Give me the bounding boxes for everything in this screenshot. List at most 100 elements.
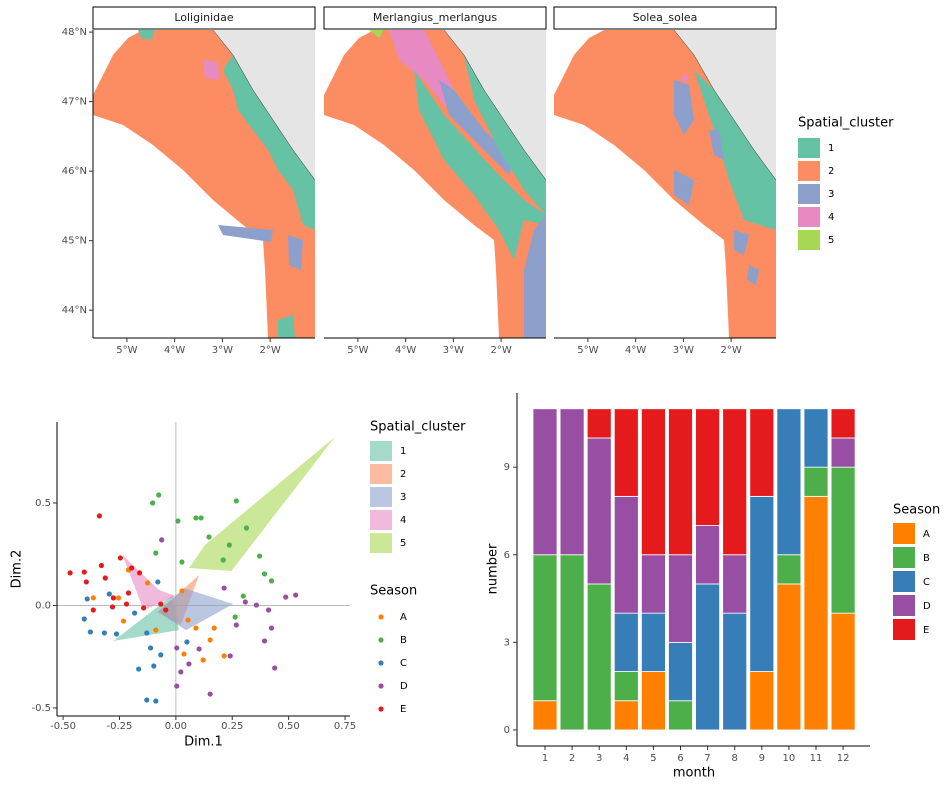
land — [444, 30, 546, 180]
cluster-region — [414, 70, 546, 260]
cluster-hull — [157, 588, 234, 631]
legend-point — [378, 637, 384, 643]
legend-swatch — [370, 533, 392, 553]
x-tick-label: 0.25 — [221, 721, 243, 732]
x-tick-label: -0.50 — [50, 721, 76, 732]
bar-segment — [586, 583, 612, 731]
point — [136, 666, 142, 672]
x-axis-title: Dim.1 — [184, 735, 223, 750]
x-tick-label: 2 — [569, 753, 575, 764]
legend-swatch — [370, 441, 392, 461]
point — [253, 602, 259, 608]
cluster-region — [203, 60, 219, 80]
y-tick-label: 48°N — [62, 27, 87, 38]
point — [81, 569, 87, 575]
bar-segment — [803, 495, 829, 731]
point — [193, 515, 199, 521]
legend-point — [378, 660, 384, 666]
cluster-region — [223, 55, 315, 230]
legend-label: 2 — [400, 469, 406, 480]
cluster-region — [709, 130, 724, 160]
bar-segment — [749, 495, 775, 672]
bar-segment — [641, 612, 666, 672]
legend-label: 4 — [828, 212, 834, 223]
point — [261, 571, 268, 577]
y-tick-label: 3 — [504, 637, 510, 648]
bar-segment — [776, 583, 802, 731]
bar-segment — [668, 408, 693, 556]
legend-label: A — [400, 612, 407, 623]
bar-segment — [695, 408, 720, 526]
point — [81, 616, 87, 622]
x-tick-label: 2°W — [490, 345, 511, 356]
bar-segment — [641, 408, 666, 556]
y-axis-title: number — [486, 543, 501, 594]
cluster-region — [369, 30, 384, 38]
point — [117, 555, 123, 561]
point — [151, 663, 157, 669]
legend-swatch — [798, 207, 820, 227]
legend-label: C — [923, 577, 930, 588]
legend-swatch — [893, 595, 915, 616]
coastline — [443, 29, 547, 181]
point — [240, 593, 246, 599]
bar-segment — [776, 554, 802, 585]
point — [265, 607, 272, 613]
facet-strip — [553, 6, 777, 30]
facet-strip — [92, 6, 316, 30]
legend-swatch — [370, 487, 392, 507]
point — [115, 595, 122, 601]
point — [153, 627, 159, 633]
y-tick-label: 46°N — [62, 166, 87, 177]
y-tick-label: 45°N — [62, 236, 87, 247]
bar-segment — [668, 641, 693, 702]
x-tick-label: 5°W — [347, 345, 368, 356]
point — [233, 622, 239, 628]
point — [84, 596, 90, 602]
point — [159, 537, 165, 543]
legend-title: Season — [370, 584, 417, 599]
point — [256, 553, 263, 559]
x-tick-label: 4 — [623, 753, 629, 764]
bar-segment — [749, 671, 775, 731]
land — [674, 30, 776, 180]
y-axis-title: Dim.2 — [10, 550, 25, 589]
point — [200, 657, 206, 663]
legend-label: D — [923, 601, 931, 612]
point — [186, 661, 192, 667]
cluster-hull — [113, 595, 179, 641]
x-tick-label: 2°W — [259, 345, 280, 356]
bar-segment — [532, 554, 558, 702]
point — [207, 637, 213, 643]
point — [96, 513, 103, 519]
bar-segment — [586, 437, 612, 585]
legend-label: 1 — [828, 143, 834, 154]
point — [136, 570, 143, 576]
point — [120, 618, 127, 624]
bar-segment — [532, 700, 558, 731]
x-tick-label: 3°W — [212, 345, 233, 356]
y-tick-label: 0 — [504, 725, 510, 736]
legend-label: 3 — [400, 492, 406, 503]
y-tick-label: -0.5 — [31, 703, 51, 714]
bar-segment — [641, 554, 666, 614]
x-tick-label: 11 — [810, 753, 823, 764]
cluster-region — [288, 235, 303, 270]
point — [90, 607, 96, 613]
point — [226, 542, 232, 548]
bar-segment — [613, 495, 639, 614]
legend-swatch — [798, 161, 820, 181]
x-tick-label: 3°W — [443, 345, 464, 356]
legend-label: B — [923, 553, 930, 564]
point — [163, 607, 169, 613]
point — [220, 557, 226, 563]
legend-label: 3 — [828, 189, 834, 200]
legend-label: 2 — [828, 166, 834, 177]
legend-swatch — [798, 230, 820, 250]
cluster-region — [747, 265, 759, 285]
y-tick-label: 9 — [504, 462, 510, 473]
facet-strip — [323, 6, 547, 30]
legend-title: Spatial_cluster — [370, 420, 466, 435]
cluster-region — [674, 170, 694, 205]
point — [211, 625, 217, 631]
